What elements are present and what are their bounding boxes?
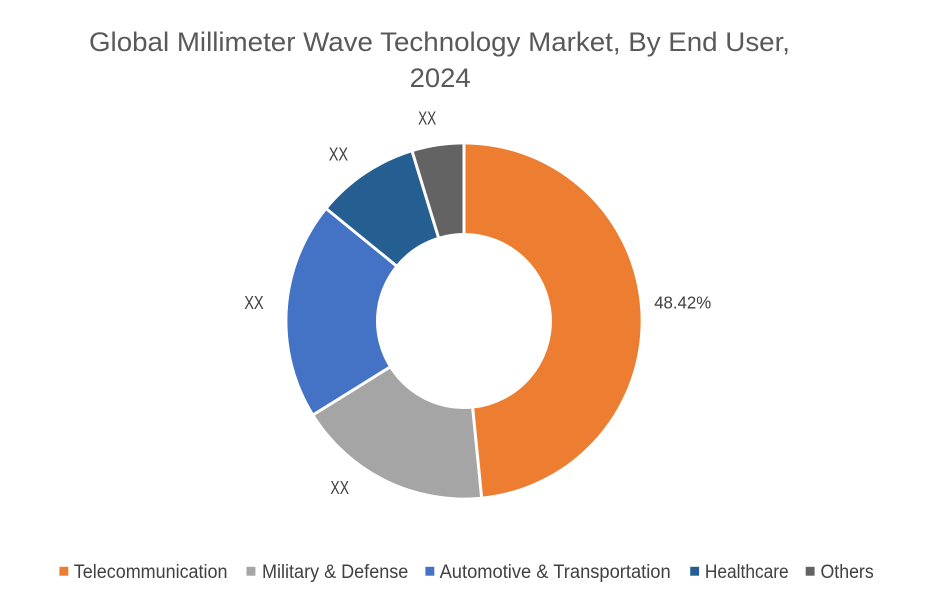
svg-text:XX: XX	[418, 107, 436, 128]
svg-text:Military & Defense: Military & Defense	[262, 562, 408, 583]
svg-text:Healthcare: Healthcare	[705, 562, 789, 583]
svg-text:Automotive & Transportation: Automotive & Transportation	[440, 562, 671, 583]
svg-text:2024: 2024	[410, 63, 471, 93]
svg-text:Telecommunication: Telecommunication	[74, 562, 228, 583]
svg-text:XX: XX	[329, 143, 348, 164]
svg-text:XX: XX	[330, 477, 349, 498]
svg-text:48.42%: 48.42%	[654, 293, 711, 313]
svg-text:XX: XX	[244, 292, 264, 313]
svg-text:Global Millimeter Wave Technol: Global Millimeter Wave Technology Market…	[89, 27, 790, 57]
svg-text:Others: Others	[821, 562, 874, 583]
